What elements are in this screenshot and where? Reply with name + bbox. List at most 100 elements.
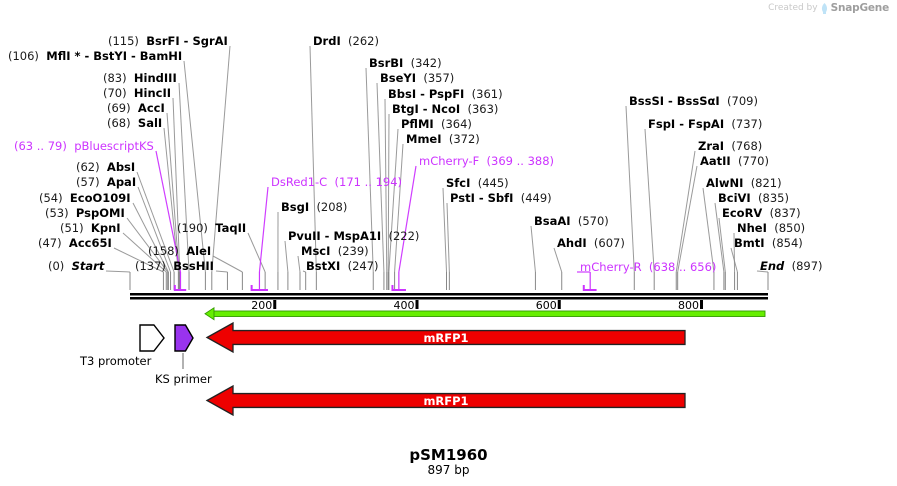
- enzyme-site-label-pflmi[interactable]: PflMI (364): [401, 118, 472, 130]
- enzyme-site-label-bsaai[interactable]: BsaAI (570): [534, 215, 609, 227]
- enzyme-position: (247): [347, 259, 379, 273]
- enzyme-site-label-ecoo109i[interactable]: (54) EcoO109I: [39, 192, 131, 204]
- enzyme-position: (70): [103, 86, 127, 100]
- enzyme-site-label-btgi-ncoi[interactable]: BtgI - NcoI (363): [392, 103, 498, 115]
- enzyme-site-label-pvuii-mspa1i[interactable]: PvuII - MspA1I (222): [288, 230, 419, 242]
- enzyme-position: (369 .. 388): [486, 154, 555, 168]
- enzyme-site-label-bcivi[interactable]: BciVI (835): [718, 192, 789, 204]
- leader-line-hincii: [172, 97, 181, 273]
- enzyme-site-label-aatii[interactable]: AatII (770): [700, 155, 769, 167]
- enzyme-name: PspOMI: [75, 206, 125, 220]
- enzyme-site-label-psti-sbfi[interactable]: PstI - SbfI (449): [450, 192, 552, 204]
- enzyme-position: (83): [103, 71, 127, 85]
- enzyme-name: BsgI: [281, 200, 310, 214]
- enzyme-site-label-acc65i[interactable]: (47) Acc65I: [38, 237, 112, 249]
- leader-line-mcherry-f: [398, 165, 417, 273]
- enzyme-position: (361): [471, 87, 503, 101]
- enzyme-position: (607): [593, 236, 625, 250]
- enzyme-site-label-bsgi[interactable]: BsgI (208): [281, 201, 347, 213]
- mrfp1-cds-2-shape[interactable]: [205, 384, 686, 417]
- enzyme-position: (570): [577, 214, 609, 228]
- leader-line-alwni: [702, 187, 715, 273]
- leader-line-absi: [136, 171, 175, 273]
- leader-line-apai: [137, 186, 172, 273]
- leader-line-msci: [297, 255, 301, 273]
- enzyme-site-label-fspi-fspai[interactable]: FspI - FspAI (737): [648, 118, 762, 130]
- leader-line-bsshii: [215, 270, 228, 273]
- ruler-tick-label-200: 200: [251, 299, 273, 312]
- enzyme-site-label-msci[interactable]: MscI (239): [301, 245, 369, 257]
- watermark-brand: SnapGene: [830, 2, 890, 14]
- enzyme-name: BsaAI: [534, 214, 571, 228]
- enzyme-site-label-hincii[interactable]: (70) HincII: [103, 87, 171, 99]
- enzyme-site-label-dsred1-c[interactable]: DsRed1-C (171 .. 194): [271, 176, 402, 188]
- enzyme-site-label-pspomi[interactable]: (53) PspOMI: [45, 207, 125, 219]
- enzyme-site-label-bstxi[interactable]: BstXI (247): [306, 260, 379, 272]
- leader-line-bsrfi-sgrai: [211, 45, 231, 273]
- enzyme-site-label-start[interactable]: (0) Start: [48, 260, 104, 272]
- ruler-line-bottom: [130, 297, 768, 300]
- mrfp1-cds-1-shape[interactable]: [205, 321, 686, 354]
- enzyme-site-label-mcherry-r[interactable]: mCherry-R (638 .. 656): [580, 261, 716, 273]
- enzyme-site-label-ecorv[interactable]: EcoRV (837): [722, 207, 801, 219]
- enzyme-name: BstXI: [306, 259, 341, 273]
- enzyme-site-label-bsrfi-sgrai[interactable]: (115) BsrFI - SgrAI: [108, 35, 228, 47]
- t3-promoter-icon[interactable]: [139, 324, 165, 352]
- enzyme-name: PvuII - MspA1I: [288, 229, 382, 243]
- ks-primer-icon[interactable]: [174, 324, 194, 352]
- enzyme-site-label-bbsi-pspfi[interactable]: BbsI - PspFI (361): [388, 88, 503, 100]
- enzyme-name: mCherry-F: [419, 154, 480, 168]
- enzyme-site-label-end[interactable]: End (897): [760, 260, 823, 272]
- watermark-prefix: Created by: [768, 3, 818, 13]
- leader-line-pbluescriptks: [155, 150, 182, 273]
- enzyme-site-label-sali[interactable]: (68) SalI: [107, 117, 162, 129]
- enzyme-name: pBluescriptKS: [74, 139, 154, 153]
- enzyme-site-label-alei[interactable]: (158) AleI: [148, 245, 211, 257]
- enzyme-name: End: [760, 259, 785, 273]
- leader-line-bsrbi: [365, 67, 374, 273]
- enzyme-site-label-mfli-bstyi-bamhi[interactable]: (106) MflI * - BstYI - BamHI: [8, 50, 182, 62]
- enzyme-site-label-zrai[interactable]: ZraI (768): [698, 140, 762, 152]
- enzyme-position: (638 .. 656): [648, 260, 717, 274]
- enzyme-site-label-ahdi[interactable]: AhdI (607): [557, 237, 625, 249]
- enzyme-name: BtgI - NcoI: [392, 102, 461, 116]
- enzyme-name: AbsI: [106, 160, 136, 174]
- enzyme-name: EcoRV: [722, 206, 763, 220]
- enzyme-site-label-kpni[interactable]: (51) KpnI: [60, 222, 121, 234]
- leader-line-nhei: [733, 232, 736, 273]
- leader-line-zrai: [675, 150, 696, 273]
- enzyme-site-label-apai[interactable]: (57) ApaI: [76, 176, 136, 188]
- enzyme-site-label-mcherry-f[interactable]: mCherry-F (369 .. 388): [419, 155, 554, 167]
- enzyme-site-label-taqii[interactable]: (190) TaqII: [177, 222, 246, 234]
- enzyme-site-label-nhei[interactable]: NheI (850): [737, 222, 805, 234]
- enzyme-site-label-acci[interactable]: (69) AccI: [107, 102, 165, 114]
- leader-line-bsaai: [530, 225, 536, 273]
- enzyme-site-label-bsssi-bsssai[interactable]: BssSI - BssSαI (709): [629, 95, 758, 107]
- enzyme-site-label-bsrbi[interactable]: BsrBI (342): [369, 57, 442, 69]
- enzyme-site-label-alwni[interactable]: AlwNI (821): [706, 177, 782, 189]
- enzyme-position: (770): [738, 154, 769, 168]
- enzyme-site-label-bseyi[interactable]: BseYI (357): [380, 72, 454, 84]
- mrfp1-green-arrow-head[interactable]: [204, 306, 215, 321]
- leader-line-start: [105, 270, 131, 273]
- leader-line-btgi-ncoi: [387, 113, 390, 273]
- enzyme-name: AatII: [700, 154, 731, 168]
- enzyme-site-label-bsshii[interactable]: (137) BssHII: [135, 260, 214, 272]
- leader-line-acci: [166, 112, 180, 273]
- leader-line-pflmi: [388, 128, 399, 273]
- enzyme-site-label-pbluescriptks[interactable]: (63 .. 79) pBluescriptKS: [14, 140, 154, 152]
- enzyme-site-label-mmei[interactable]: MmeI (372): [406, 133, 480, 145]
- enzyme-name: BssHII: [173, 259, 214, 273]
- enzyme-site-label-bmti[interactable]: BmtI (854): [734, 237, 803, 249]
- enzyme-site-label-sfci[interactable]: SfcI (445): [446, 177, 509, 189]
- enzyme-name: SalI: [137, 116, 163, 130]
- leader-line-kpni: [122, 232, 167, 273]
- enzyme-name: MmeI: [406, 132, 442, 146]
- enzyme-site-label-absi[interactable]: (62) AbsI: [76, 161, 135, 173]
- primer-bracket-pbluescriptks-track: [173, 285, 187, 291]
- enzyme-site-label-drdi[interactable]: DrdI (262): [313, 35, 379, 47]
- plasmid-length: 897 bp: [427, 463, 470, 477]
- enzyme-name: BmtI: [734, 236, 765, 250]
- enzyme-site-label-hindiii[interactable]: (83) HindIII: [103, 72, 177, 84]
- feature-label-ks-primer: KS primer: [155, 372, 212, 386]
